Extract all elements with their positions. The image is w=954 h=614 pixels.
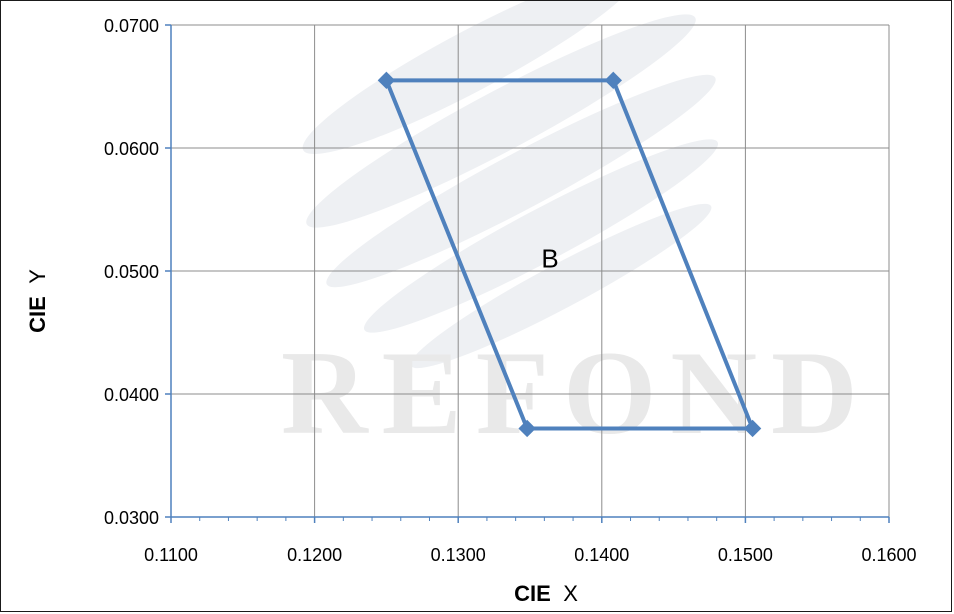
y-tick-label: 0.0500 bbox=[104, 262, 159, 282]
x-tick-label: 0.1200 bbox=[287, 545, 342, 565]
y-tick-label: 0.0600 bbox=[104, 139, 159, 159]
y-tick-label: 0.0400 bbox=[104, 385, 159, 405]
x-tick-labels: 0.1100 0.1200 0.1300 0.1400 0.1500 0.1600 bbox=[144, 545, 916, 565]
y-axis-title-prefix: CIE bbox=[25, 296, 50, 333]
x-tick-label: 0.1500 bbox=[718, 545, 773, 565]
x-tick-label: 0.1100 bbox=[144, 545, 198, 565]
y-axis-title: CIE Y bbox=[25, 269, 50, 333]
x-axis-title-suffix: X bbox=[563, 581, 578, 606]
y-tick-label: 0.0700 bbox=[104, 16, 159, 36]
x-tick-label: 0.1600 bbox=[861, 545, 916, 565]
y-tick-label: 0.0300 bbox=[104, 508, 159, 528]
watermark: REFOND bbox=[281, 1, 872, 459]
data-point-marker bbox=[518, 419, 536, 438]
x-tick-label: 0.1300 bbox=[431, 545, 486, 565]
region-label: B bbox=[541, 244, 558, 274]
x-tick-label: 0.1400 bbox=[574, 545, 629, 565]
grid bbox=[171, 24, 890, 517]
y-axis-title-suffix: Y bbox=[25, 269, 50, 284]
data-series bbox=[377, 71, 762, 438]
axis-titles: CIE X CIE Y bbox=[25, 269, 578, 606]
y-tick-labels: 0.0300 0.0400 0.0500 0.0600 0.0700 bbox=[104, 16, 159, 528]
tick-marks bbox=[165, 24, 890, 523]
data-point-marker bbox=[604, 71, 622, 90]
data-point-marker bbox=[743, 419, 762, 438]
x-axis-title: CIE X bbox=[514, 581, 578, 606]
annotations: B bbox=[541, 244, 558, 274]
x-axis-title-prefix: CIE bbox=[514, 581, 551, 606]
watermark-text: REFOND bbox=[281, 326, 872, 459]
data-point-marker bbox=[377, 71, 396, 90]
